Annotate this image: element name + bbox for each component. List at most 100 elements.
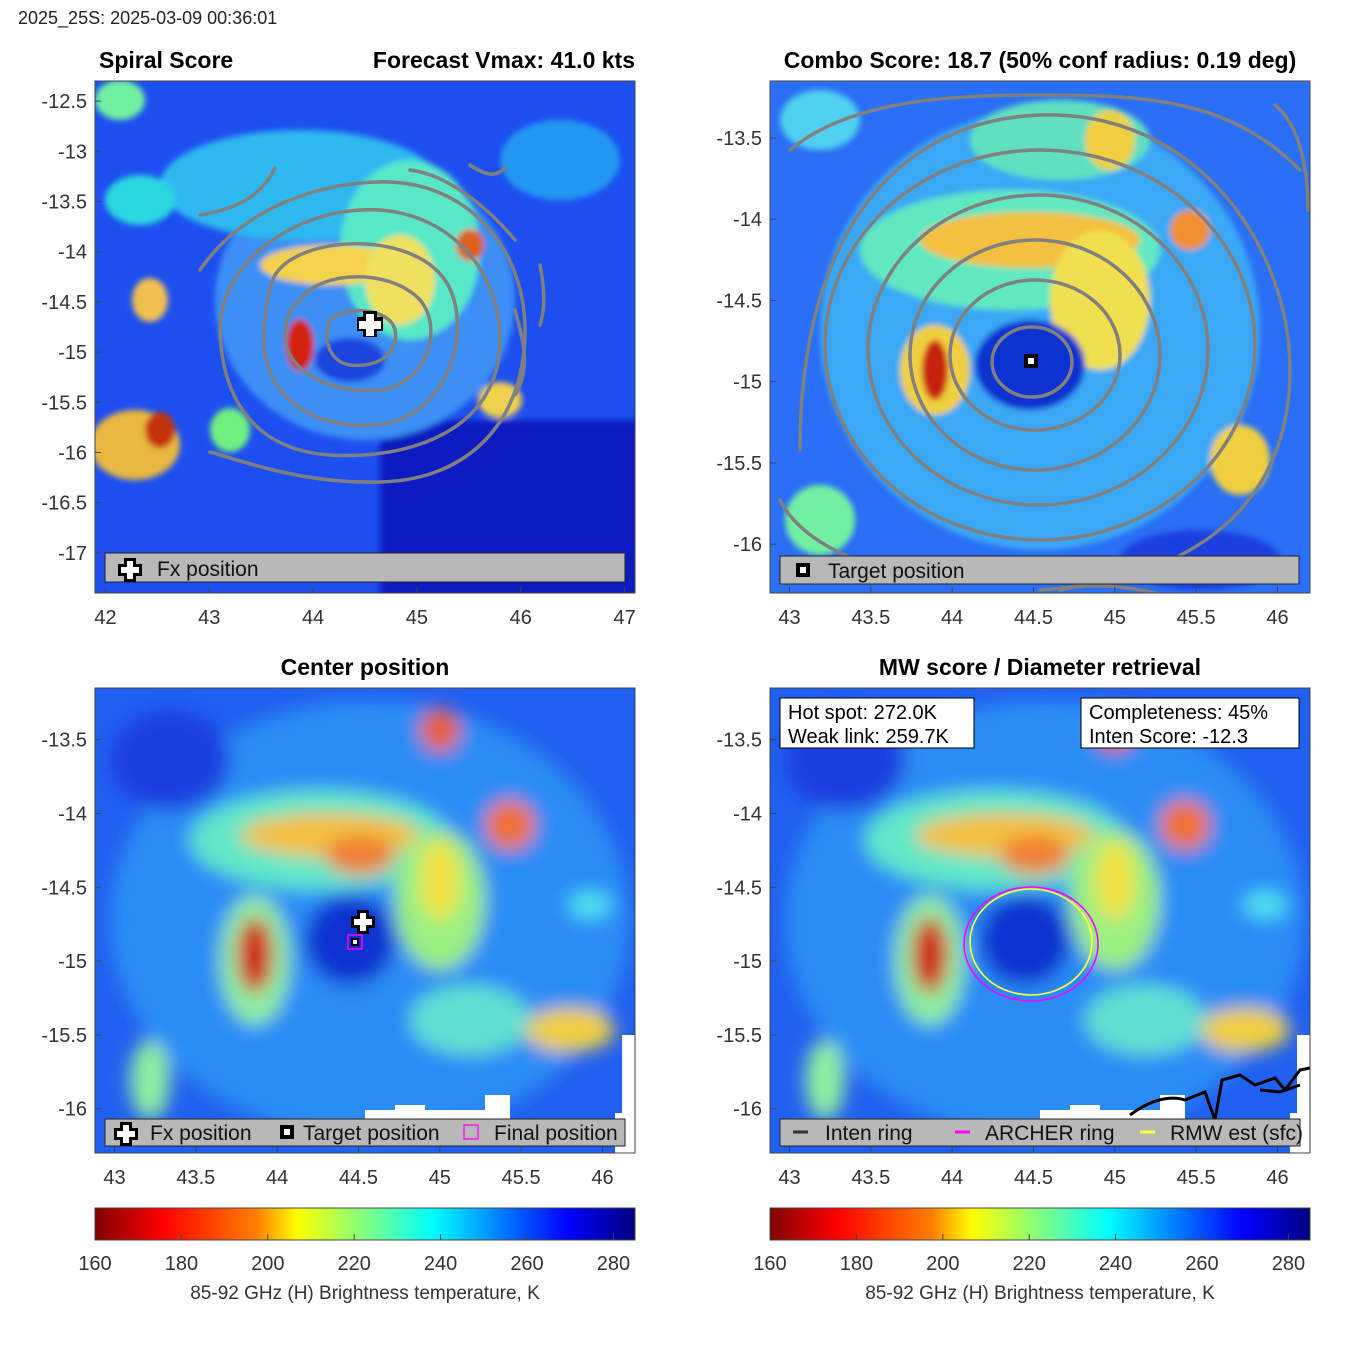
y-tick-label: -16: [58, 1099, 87, 1121]
center-title: Center position: [281, 654, 450, 680]
colorbar-tick-label: 200: [926, 1253, 959, 1275]
x-tick-label: 42: [94, 607, 116, 629]
y-tick-label: -13.5: [716, 730, 762, 752]
colorbar-tick-label: 280: [597, 1253, 630, 1275]
y-tick-label: -14: [733, 209, 762, 231]
x-tick-label: 45.5: [1177, 1167, 1216, 1189]
y-tick-label: -12.5: [41, 91, 87, 113]
y-tick-label: -14.5: [41, 292, 87, 314]
y-tick-label: -15.5: [716, 1025, 762, 1047]
colorbar-right-ticks: 160 180 200 220 240 260 280: [753, 1234, 1305, 1275]
x-tick-label: 43: [103, 1167, 125, 1189]
x-tick-label: 46: [1266, 1167, 1288, 1189]
figure-header: 2025_25S: 2025-03-09 00:36:01: [18, 8, 278, 28]
spiral-panel: Fx position Spiral Score Forecast Vmax: …: [41, 47, 635, 629]
mw-rings: [963, 886, 1099, 1002]
colorbar-left-ticks: 160 180 200 220 240 260 280: [78, 1234, 630, 1275]
y-tick-label: -16: [58, 442, 87, 464]
colorbar-tick-label: 160: [78, 1253, 111, 1275]
y-tick-label: -14.5: [716, 290, 762, 312]
center-legend-target: Target position: [303, 1122, 440, 1145]
weak-link-text: Weak link: 259.7K: [788, 726, 949, 748]
x-tick-label: 43: [778, 1167, 800, 1189]
y-tick-label: -15.5: [41, 392, 87, 414]
y-tick-label: -13.5: [41, 191, 87, 213]
colorbar-tick-label: 260: [510, 1253, 543, 1275]
x-tick-label: 44: [266, 1167, 288, 1189]
x-tick-label: 46: [510, 607, 532, 629]
y-tick-label: -15: [58, 951, 87, 973]
y-tick-label: -16: [733, 1099, 762, 1121]
spiral-vmax: Forecast Vmax: 41.0 kts: [373, 47, 635, 73]
combo-legend-label: Target position: [828, 560, 965, 583]
y-tick-label: -14: [58, 242, 87, 264]
mw-axes: 43 43.5 44 44.5 45 45.5 46 -13.5 -14 -14.5 -15 -15.…: [716, 730, 1288, 1189]
colorbar-tick-label: 220: [338, 1253, 371, 1275]
colorbar-tick-label: 200: [251, 1253, 284, 1275]
mw-info-right: Completeness: 45% Inten Score: -12.3: [1080, 697, 1300, 749]
y-tick-label: -17: [58, 543, 87, 565]
center-markers: [347, 910, 375, 950]
center-legend: Fx position Target position Final positi…: [104, 1118, 626, 1147]
x-tick-label: 46: [1266, 607, 1288, 629]
mw-legend-inten: Inten ring: [825, 1122, 913, 1145]
y-tick-label: -14.5: [41, 877, 87, 899]
combo-legend: Target position: [779, 555, 1300, 585]
y-tick-label: -15: [733, 372, 762, 394]
colorbar-left-label: 85-92 GHz (H) Brightness temperature, K: [190, 1283, 540, 1304]
archer-ring: [963, 886, 1099, 1002]
spiral-legend: Fx position: [104, 552, 626, 583]
colorbar-tick-label: 220: [1013, 1253, 1046, 1275]
inten-score-text: Inten Score: -12.3: [1089, 726, 1248, 748]
center-legend-fx: Fx position: [150, 1122, 252, 1145]
y-tick-label: -14: [733, 803, 762, 825]
mw-legend-archer: ARCHER ring: [985, 1122, 1115, 1145]
rmw-ring: [969, 888, 1093, 996]
center-legend-final: Final position: [494, 1122, 618, 1145]
spiral-fx-marker: [357, 311, 383, 337]
x-tick-label: 44.5: [1014, 1167, 1053, 1189]
x-tick-label: 45: [1104, 607, 1126, 629]
x-tick-label: 45: [1104, 1167, 1126, 1189]
y-tick-label: -16.5: [41, 493, 87, 515]
y-tick-label: -13.5: [41, 730, 87, 752]
spiral-title: Spiral Score: [99, 47, 233, 73]
colorbar-tick-label: 180: [840, 1253, 873, 1275]
x-tick-label: 43: [198, 607, 220, 629]
colorbar-tick-label: 160: [753, 1253, 786, 1275]
x-tick-label: 46: [591, 1167, 613, 1189]
center-heatmap: [95, 688, 635, 1153]
x-tick-label: 43.5: [851, 607, 890, 629]
x-tick-label: 44: [302, 607, 324, 629]
combo-panel: Target position Combo Score: 18.7 (50% c…: [716, 47, 1311, 629]
colorbar-left: 160 180 200 220 240 260 280 85-92 GHz (H) Brig…: [78, 1207, 636, 1304]
mw-heatmap: [770, 688, 1310, 1153]
completeness-text: Completeness: 45%: [1089, 702, 1268, 724]
y-tick-label: -14: [58, 803, 87, 825]
x-tick-label: 44.5: [1014, 607, 1053, 629]
y-tick-label: -13: [58, 141, 87, 163]
y-tick-label: -14.5: [716, 877, 762, 899]
spiral-heatmap: [95, 81, 635, 593]
y-tick-label: -15: [58, 342, 87, 364]
x-tick-label: 43: [778, 607, 800, 629]
colorbar-tick-label: 180: [165, 1253, 198, 1275]
x-tick-label: 44: [941, 1167, 963, 1189]
y-tick-label: -15.5: [41, 1025, 87, 1047]
x-tick-label: 45.5: [1177, 607, 1216, 629]
spiral-legend-label: Fx position: [157, 558, 259, 581]
x-tick-label: 44.5: [339, 1167, 378, 1189]
x-tick-label: 44: [941, 607, 963, 629]
spiral-axes: 42 43 44 45 46 47 -12.5 -13 -13.5 -14 -14.5 -15 -15.…: [41, 91, 635, 629]
center-axes: 43 43.5 44 44.5 45 45.5 46 -13.5 -14 -14.5 -15 -15.…: [41, 730, 613, 1189]
combo-heatmap: [770, 81, 1310, 593]
x-tick-label: 47: [613, 607, 635, 629]
y-tick-label: -16: [733, 534, 762, 556]
x-tick-label: 45: [429, 1167, 451, 1189]
y-tick-label: -15: [733, 951, 762, 973]
colorbar-tick-label: 240: [1099, 1253, 1132, 1275]
x-tick-label: 45.5: [502, 1167, 541, 1189]
center-panel: Fx position Target position Final positi…: [41, 654, 636, 1189]
combo-title: Combo Score: 18.7 (50% conf radius: 0.19…: [784, 47, 1297, 73]
